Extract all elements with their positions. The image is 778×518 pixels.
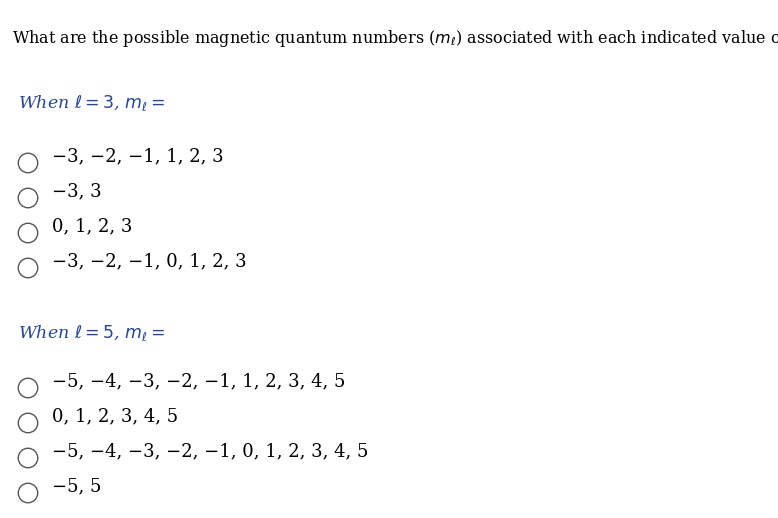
Text: 0, 1, 2, 3: 0, 1, 2, 3 [52, 217, 132, 235]
Text: When $\ell = 3$, $m_\ell =$: When $\ell = 3$, $m_\ell =$ [18, 93, 165, 113]
Point [22, 159, 34, 167]
Text: When $\ell = 5$, $m_\ell =$: When $\ell = 5$, $m_\ell =$ [18, 323, 165, 343]
Text: 0, 1, 2, 3, 4, 5: 0, 1, 2, 3, 4, 5 [52, 407, 178, 425]
Text: −3, −2, −1, 0, 1, 2, 3: −3, −2, −1, 0, 1, 2, 3 [52, 252, 247, 270]
Point [22, 489, 34, 497]
Text: −3, 3: −3, 3 [52, 182, 102, 200]
Point [22, 194, 34, 202]
Point [22, 229, 34, 237]
Point [22, 419, 34, 427]
Text: −5, 5: −5, 5 [52, 477, 101, 495]
Text: What are the possible magnetic quantum numbers ($m_\ell$) associated with each i: What are the possible magnetic quantum n… [12, 28, 778, 49]
Point [22, 384, 34, 392]
Text: −3, −2, −1, 1, 2, 3: −3, −2, −1, 1, 2, 3 [52, 147, 223, 165]
Text: −5, −4, −3, −2, −1, 1, 2, 3, 4, 5: −5, −4, −3, −2, −1, 1, 2, 3, 4, 5 [52, 372, 345, 390]
Point [22, 264, 34, 272]
Point [22, 454, 34, 462]
Text: −5, −4, −3, −2, −1, 0, 1, 2, 3, 4, 5: −5, −4, −3, −2, −1, 0, 1, 2, 3, 4, 5 [52, 442, 368, 460]
